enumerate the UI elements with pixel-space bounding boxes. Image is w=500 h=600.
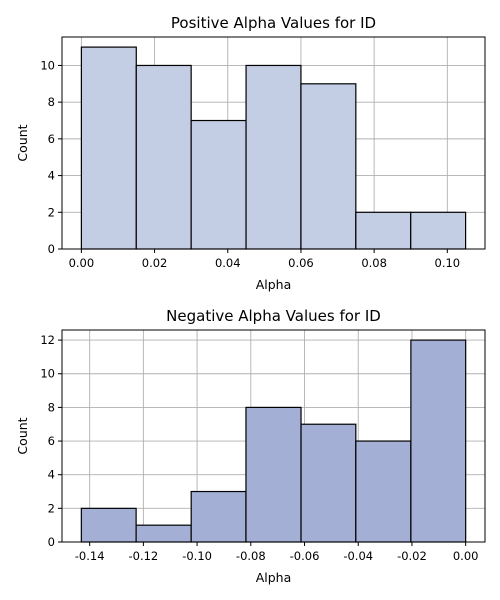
- histogram-bar: [135, 64, 192, 250]
- histogram-bar: [245, 406, 302, 543]
- x-tick-label: -0.06: [290, 549, 320, 563]
- y-tick-label: 10: [40, 58, 55, 72]
- y-tick-label: 4: [48, 169, 55, 183]
- plot-frame: [61, 36, 486, 250]
- x-tick-label: -0.08: [236, 549, 266, 563]
- y-tick-label: 6: [48, 132, 55, 146]
- chart-title: Positive Alpha Values for ID: [171, 14, 376, 32]
- x-tick-label: -0.10: [182, 549, 212, 563]
- histogram-bar: [410, 339, 467, 543]
- histogram-bar: [410, 211, 467, 250]
- negative-alpha-histogram: -0.14 -0.12 -0.10 -0.08 -0.06 -0.04 -0.02 0.00 0…: [15, 307, 486, 585]
- x-tick-label: 0.06: [288, 256, 314, 270]
- x-tick-label: -0.14: [75, 549, 105, 563]
- histogram-bar: [80, 507, 137, 543]
- histogram-bar: [355, 440, 412, 543]
- x-axis-label: Alpha: [256, 277, 292, 292]
- histogram-bar: [300, 423, 357, 543]
- y-tick-label: 8: [48, 95, 55, 109]
- y-tick-label: 0: [48, 242, 55, 256]
- x-tick-label: 0.08: [361, 256, 387, 270]
- y-axis-label: Count: [15, 417, 30, 454]
- y-axis-label: Count: [15, 124, 30, 161]
- y-tick-label: 12: [40, 333, 55, 347]
- histogram-bar: [80, 46, 137, 250]
- histogram-bar: [355, 211, 412, 250]
- x-tick-label: 0.00: [69, 256, 95, 270]
- y-tick-label: 6: [48, 434, 55, 448]
- x-tick-label: 0.02: [142, 256, 168, 270]
- x-tick-label: -0.02: [397, 549, 427, 563]
- histogram-bar: [190, 490, 247, 543]
- y-tick-label: 4: [48, 468, 55, 482]
- plot-frame: [61, 329, 486, 543]
- y-tick-label: 2: [48, 501, 55, 515]
- histogram-bar: [245, 64, 302, 250]
- x-tick-label: -0.12: [128, 549, 158, 563]
- x-tick-label: -0.04: [343, 549, 373, 563]
- y-tick-label: 2: [48, 205, 55, 219]
- histogram-bar: [135, 524, 192, 543]
- x-tick-label: 0.00: [453, 549, 479, 563]
- x-tick-label: 0.04: [215, 256, 241, 270]
- chart-title: Negative Alpha Values for ID: [166, 307, 381, 325]
- x-tick-label: 0.10: [435, 256, 461, 270]
- y-tick-label: 10: [40, 367, 55, 381]
- y-tick-label: 0: [48, 535, 55, 549]
- histogram-bar: [300, 83, 357, 250]
- positive-alpha-histogram: 0.00 0.02 0.04 0.06 0.08 0.10 0 2 4 6 8 10 Positive …: [15, 14, 486, 292]
- histogram-bar: [190, 119, 247, 250]
- x-axis-label: Alpha: [256, 570, 292, 585]
- y-tick-label: 8: [48, 400, 55, 414]
